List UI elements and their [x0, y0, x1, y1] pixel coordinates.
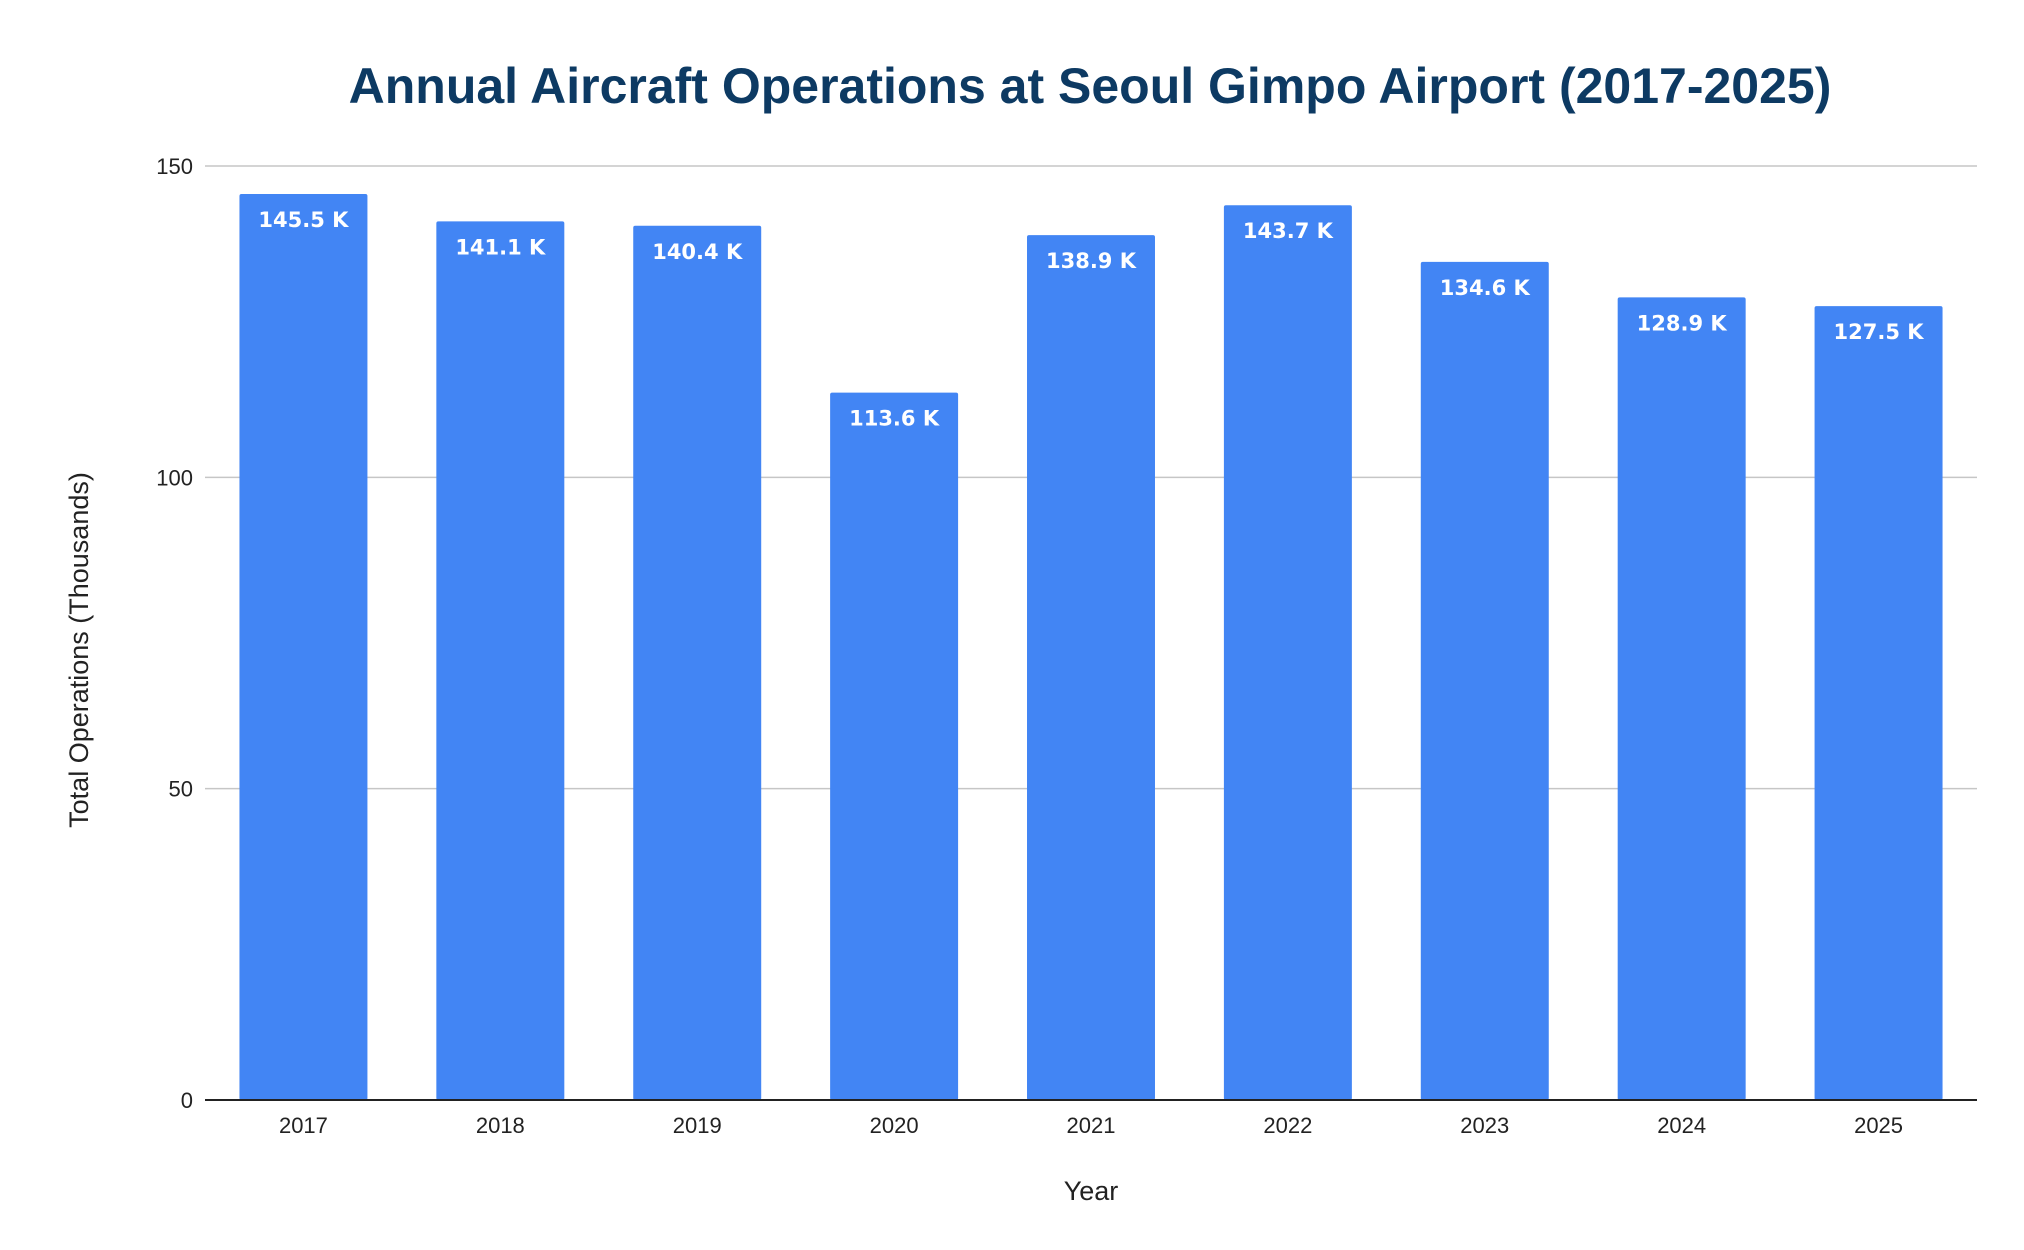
bar-value-label: 140.4 K: [652, 240, 743, 264]
bar-value-label: 145.5 K: [258, 208, 349, 232]
y-tick-label: 50: [169, 777, 193, 802]
bar-value-label: 138.9 K: [1046, 249, 1137, 273]
y-tick-label: 0: [181, 1088, 193, 1113]
bar-2024: [1617, 297, 1746, 1100]
x-tick-label: 2025: [1854, 1113, 1903, 1138]
x-tick-label: 2017: [279, 1113, 328, 1138]
bar-value-label: 134.6 K: [1440, 276, 1531, 300]
x-tick-label: 2020: [870, 1113, 919, 1138]
bar-value-label: 141.1 K: [455, 235, 546, 259]
bar-value-label: 128.9 K: [1637, 311, 1728, 335]
bar-2023: [1420, 261, 1549, 1101]
bar-2017: [239, 194, 368, 1100]
bar-value-label: 113.6 K: [849, 407, 940, 431]
y-tick-label: 100: [156, 465, 193, 490]
bar-2018: [436, 221, 565, 1100]
bar-value-label: 127.5 K: [1834, 320, 1925, 344]
bar-2019: [633, 225, 762, 1100]
bar-2020: [830, 392, 959, 1101]
chart-title: Annual Aircraft Operations at Seoul Gimp…: [349, 58, 1832, 114]
x-tick-label: 2024: [1657, 1113, 1706, 1138]
bar-2022: [1223, 205, 1352, 1100]
bar-value-label: 143.7 K: [1243, 219, 1334, 243]
bar-2021: [1027, 235, 1155, 1101]
y-axis-label: Total Operations (Thousands): [64, 472, 94, 828]
bars-layer: 145.5 K 141.1 K 140.4 K 113.6 K 138.9 K 143.7…: [239, 194, 1943, 1101]
x-axis-label: Year: [1064, 1176, 1119, 1206]
bar-2025: [1814, 306, 1943, 1101]
y-tick-label: 150: [156, 154, 193, 179]
x-tick-label: 2022: [1263, 1113, 1312, 1138]
x-tick-label: 2018: [476, 1113, 525, 1138]
x-tick-label: 2023: [1460, 1113, 1509, 1138]
x-tick-label: 2019: [673, 1113, 722, 1138]
x-tick-label: 2021: [1067, 1113, 1116, 1138]
ticks-layer: 0 50 100 150 2017 2018 2019 2020 2021 2022 2023 202…: [156, 154, 1903, 1138]
